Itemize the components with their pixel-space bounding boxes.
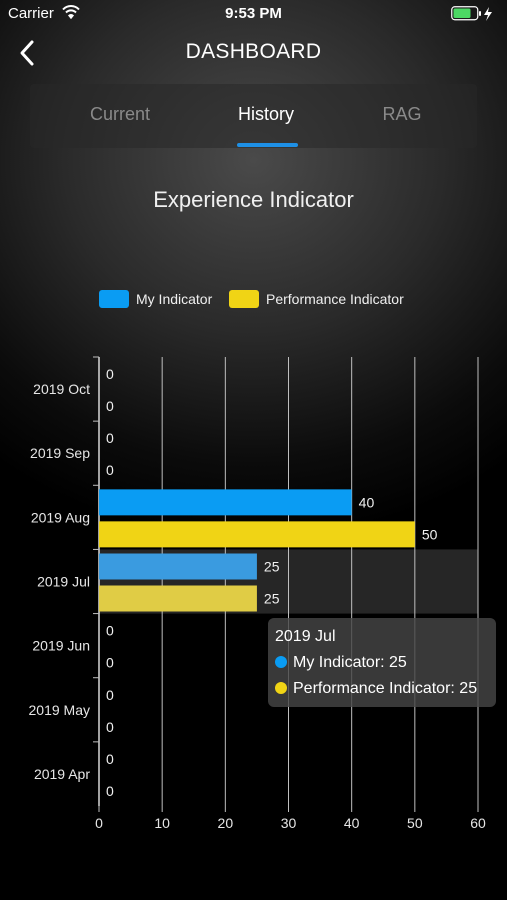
legend-label-my-indicator: My Indicator xyxy=(136,291,213,307)
tooltip-value-performance-indicator: Performance Indicator: 25 xyxy=(293,680,478,697)
back-chevron-icon[interactable] xyxy=(12,36,46,70)
tooltip-row-my-indicator: My Indicator: 25 xyxy=(275,654,407,672)
x-tick-label: 30 xyxy=(281,815,297,831)
x-tick-label: 20 xyxy=(218,815,234,831)
y-tick-label: 2019 Oct xyxy=(33,381,90,397)
battery-charging-icon xyxy=(451,6,492,21)
data-label: 0 xyxy=(106,430,114,446)
bar xyxy=(99,489,352,516)
y-tick-label: 2019 May xyxy=(29,702,90,718)
x-tick-label: 0 xyxy=(95,815,103,831)
wifi-icon xyxy=(62,5,80,19)
clock-time: 9:53 PM xyxy=(225,5,282,22)
data-label: 0 xyxy=(106,398,114,414)
data-label: 0 xyxy=(106,719,114,735)
tooltip-value-my-indicator: My Indicator: 25 xyxy=(293,654,407,671)
x-tick-label: 40 xyxy=(344,815,360,831)
legend-label-performance-indicator: Performance Indicator xyxy=(266,291,404,307)
data-label: 0 xyxy=(106,751,114,767)
data-label: 40 xyxy=(359,494,375,510)
tooltip-dot-my-indicator xyxy=(275,656,287,668)
x-tick-label: 10 xyxy=(154,815,170,831)
carrier-label: Carrier xyxy=(8,5,54,22)
chart-title: Experience Indicator xyxy=(153,187,354,212)
tooltip-row-performance-indicator: Performance Indicator: 25 xyxy=(275,680,477,698)
y-tick-label: 2019 Apr xyxy=(34,766,90,782)
tab-rag[interactable]: RAG xyxy=(382,104,422,124)
tab-history[interactable]: History xyxy=(237,104,294,124)
data-label: 0 xyxy=(106,655,114,671)
data-label: 0 xyxy=(106,462,114,478)
tab-current[interactable]: Current xyxy=(89,104,151,124)
data-label: 0 xyxy=(106,783,114,799)
bar xyxy=(99,521,415,548)
y-tick-label: 2019 Aug xyxy=(31,509,90,525)
tooltip-dot-performance-indicator xyxy=(275,682,287,694)
tab-bar: Current History RAG xyxy=(30,84,477,148)
data-label: 25 xyxy=(264,591,280,607)
navigation-bar: DASHBOARD xyxy=(0,28,507,80)
y-tick-label: 2019 Sep xyxy=(30,445,90,461)
bar xyxy=(99,585,257,612)
data-label: 0 xyxy=(106,366,114,382)
bar xyxy=(99,553,257,580)
chart-legend: My Indicator Performance Indicator xyxy=(0,288,507,312)
tooltip-title: 2019 Jul xyxy=(275,628,336,645)
data-label: 0 xyxy=(106,687,114,703)
tab-selected-indicator xyxy=(237,143,298,147)
y-tick-label: 2019 Jul xyxy=(37,574,90,590)
page-title: DASHBOARD xyxy=(185,40,322,63)
x-tick-label: 60 xyxy=(470,815,486,831)
legend-swatch-performance-indicator xyxy=(229,290,259,308)
x-tick-label: 50 xyxy=(407,815,423,831)
data-label: 0 xyxy=(106,623,114,639)
chart-tooltip: 2019 Jul My Indicator: 25 Performance In… xyxy=(268,618,496,707)
legend-swatch-my-indicator xyxy=(99,290,129,308)
status-bar: Carrier 9:53 PM xyxy=(0,0,507,28)
y-tick-label: 2019 Jun xyxy=(32,638,90,654)
data-label: 25 xyxy=(264,559,280,575)
data-label: 50 xyxy=(422,526,438,542)
